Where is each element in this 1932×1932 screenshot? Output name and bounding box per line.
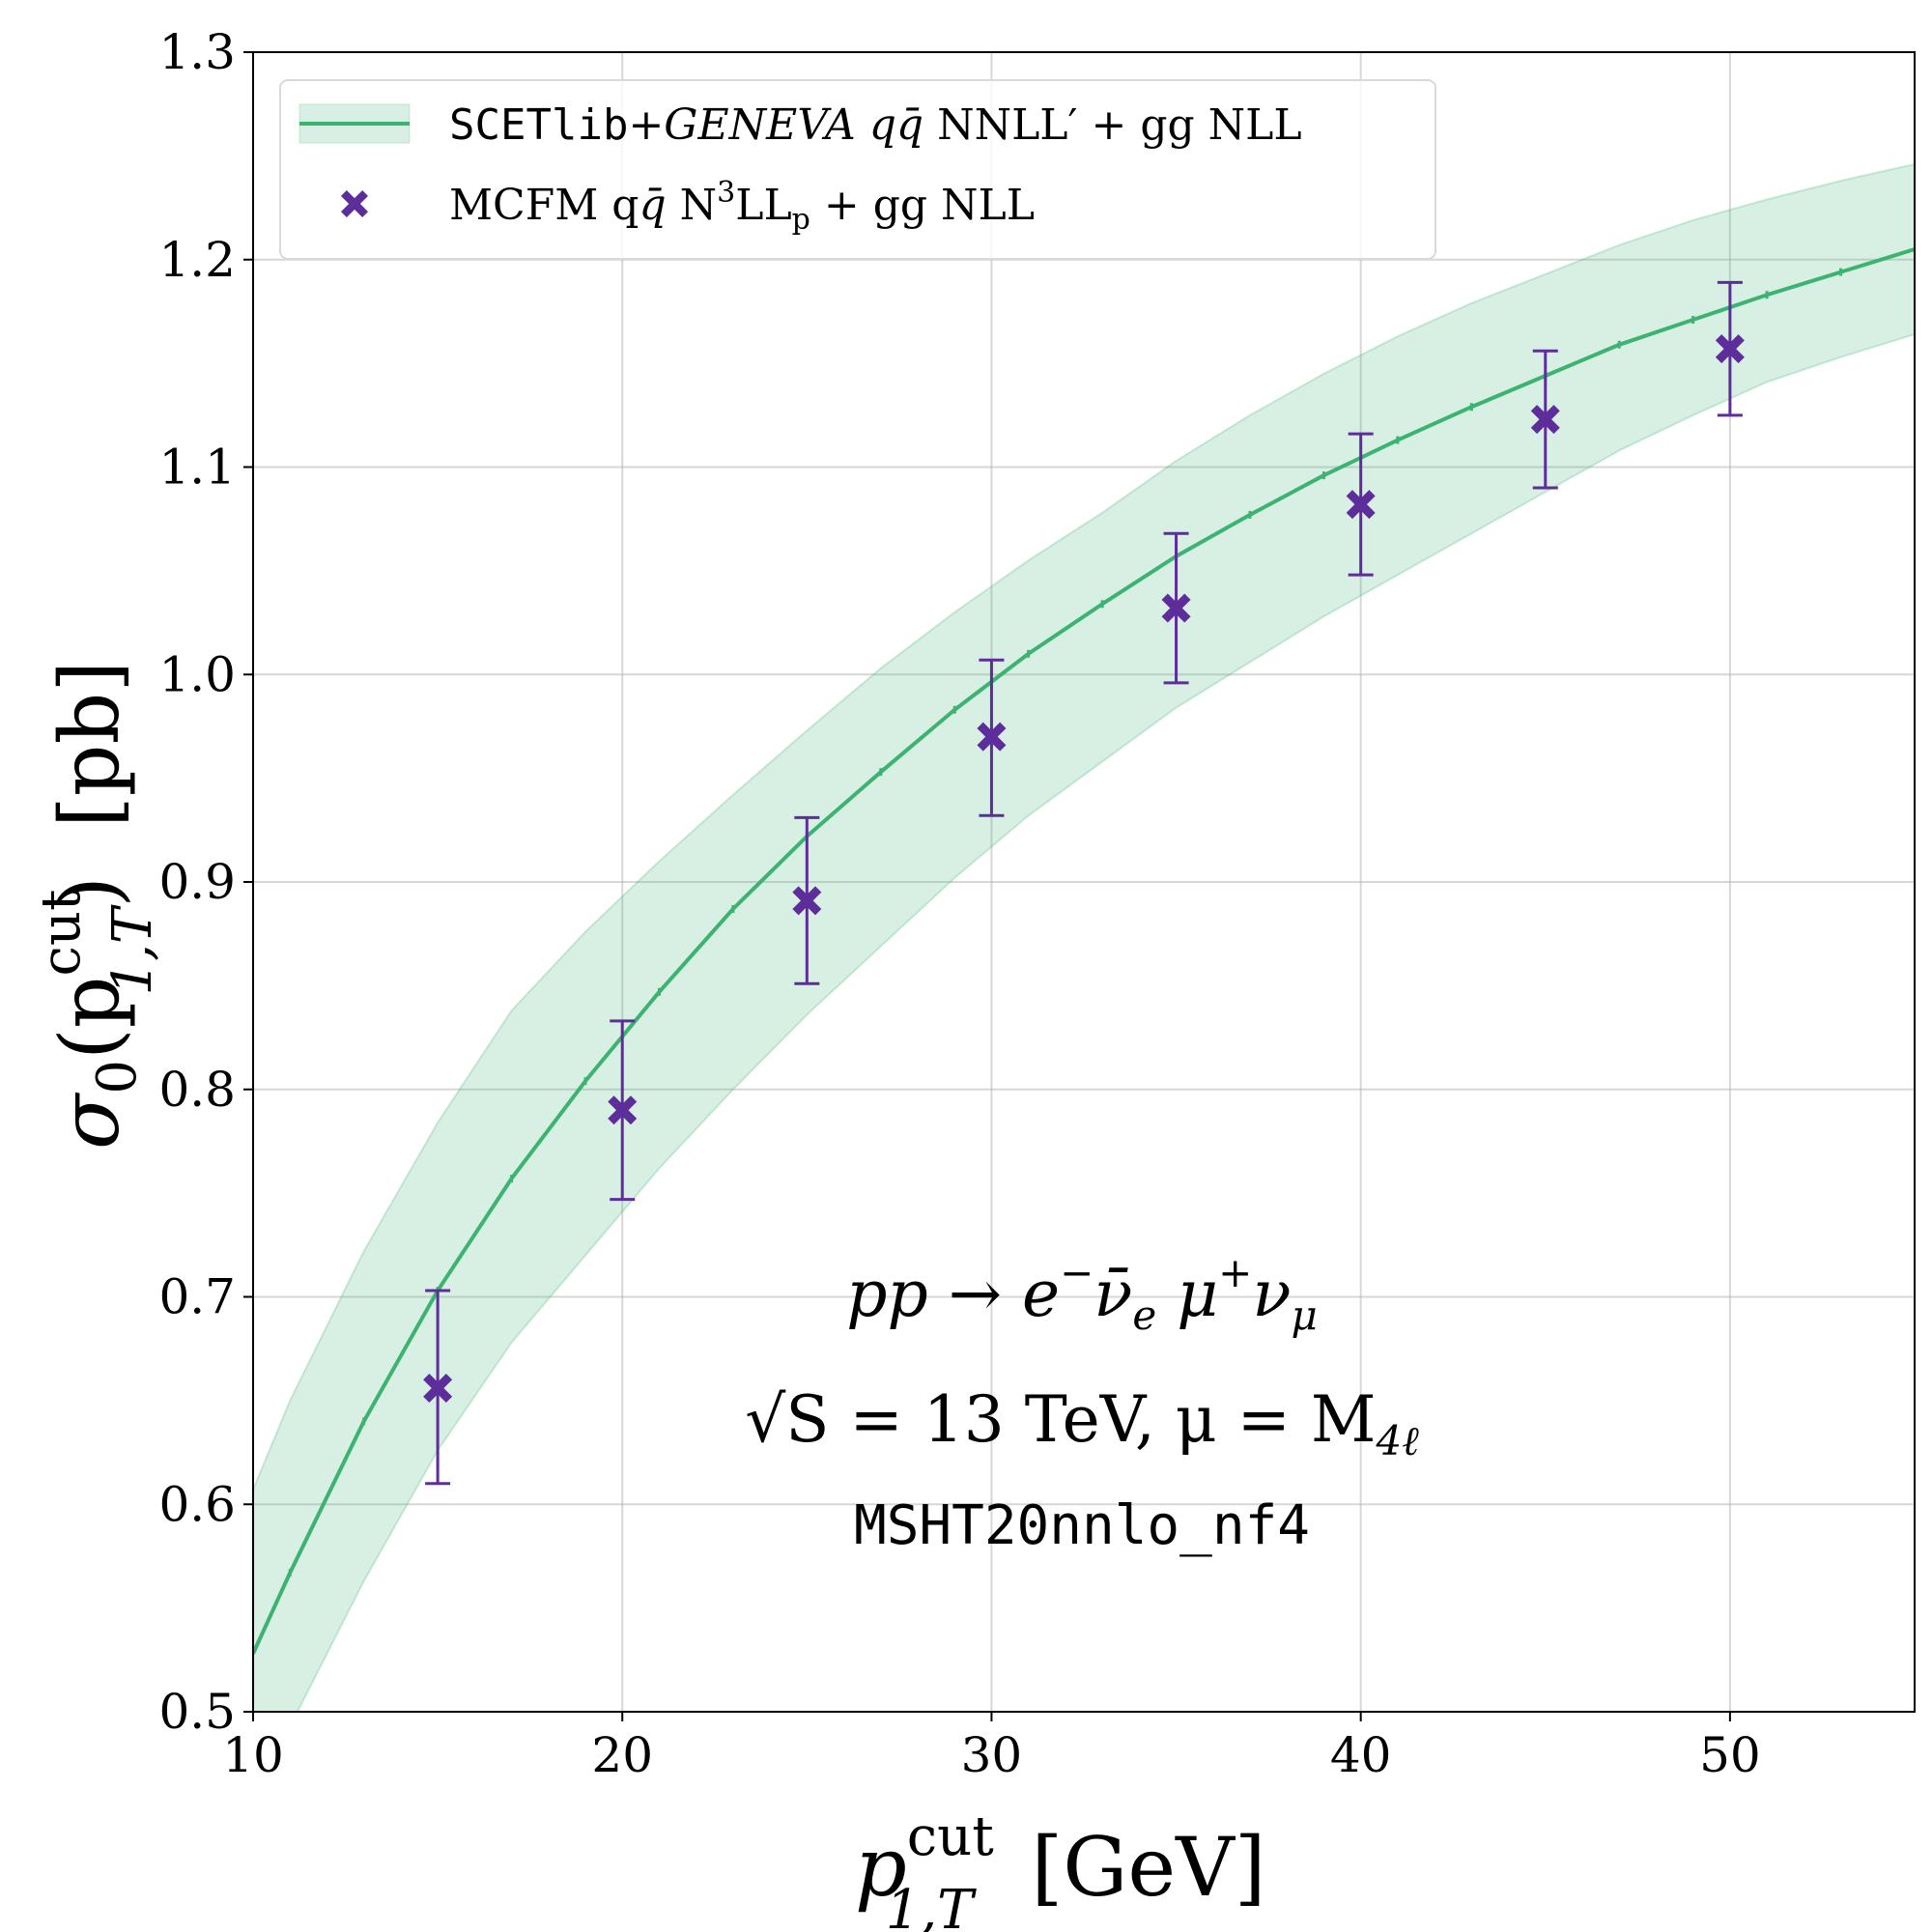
mcfm-point (1346, 490, 1376, 520)
annotation-energy: √S = 13 TeV, μ = M4ℓ (745, 1382, 1419, 1464)
mcfm-point (792, 886, 822, 916)
scetlib-geneva-line (253, 247, 1915, 1655)
x-axis-ticks: 10 20 30 40 50 (222, 1712, 1761, 1783)
mcfm-point (1161, 593, 1191, 623)
y-tick-label: 1.1 (158, 440, 236, 496)
y-tick-label: 0.9 (158, 854, 236, 910)
mcfm-point (423, 1373, 453, 1403)
mcfm-point (977, 722, 1007, 752)
y-tick-label: 1.2 (158, 232, 236, 288)
x-tick-label: 20 (591, 1727, 653, 1783)
x-tick-label: 40 (1330, 1727, 1392, 1783)
legend-label-scetlib: SCETlib+GENEVA qq̄ NNLL′ + gg NLL (449, 100, 1302, 150)
plot-content (253, 162, 1915, 1712)
x-tick-label: 30 (961, 1727, 1023, 1783)
legend-box (279, 79, 1436, 260)
y-tick-label: 0.6 (158, 1476, 236, 1532)
uncertainty-band (253, 163, 1915, 1712)
y-tick-label: 1.0 (158, 646, 236, 702)
scetlib-geneva-error-ticks (288, 268, 1843, 1577)
annotation-process: pp → e−ν̄e μ+νμ (846, 1249, 1318, 1339)
y-tick-label: 0.7 (158, 1269, 236, 1325)
x-axis-label: pcut 1,T [GeV] (855, 1805, 1266, 1932)
mcfm-point (1715, 334, 1745, 364)
y-tick-label: 0.5 (158, 1684, 236, 1740)
annotation-pdf: MSHT20nnlo_nf4 (854, 1494, 1310, 1557)
mcfm-point (608, 1095, 638, 1125)
legend: SCETlib+GENEVA qq̄ NNLL′ + gg NLL MCFM q… (279, 79, 1436, 260)
y-tick-label: 0.8 (158, 1062, 236, 1118)
x-tick-label: 10 (222, 1727, 284, 1783)
band-upper-edge (253, 162, 1915, 1491)
mcfm-points (423, 280, 1745, 1486)
legend-marker-mcfm (341, 190, 368, 217)
legend-label-mcfm: MCFM qq̄ N3LLp + gg NLL (449, 176, 1035, 237)
y-axis-label: σ0(pcut 1,T)[pb] (30, 661, 164, 1150)
y-axis-ticks: 0.5 0.6 0.7 0.8 0.9 1.0 1.1 1.2 1.3 (158, 24, 253, 1740)
mcfm-point (1530, 405, 1560, 435)
legend-marker-x (341, 190, 368, 217)
x-tick-label: 50 (1699, 1727, 1761, 1783)
y-tick-label: 1.3 (158, 24, 236, 80)
band-lower-edge (296, 333, 1915, 1712)
